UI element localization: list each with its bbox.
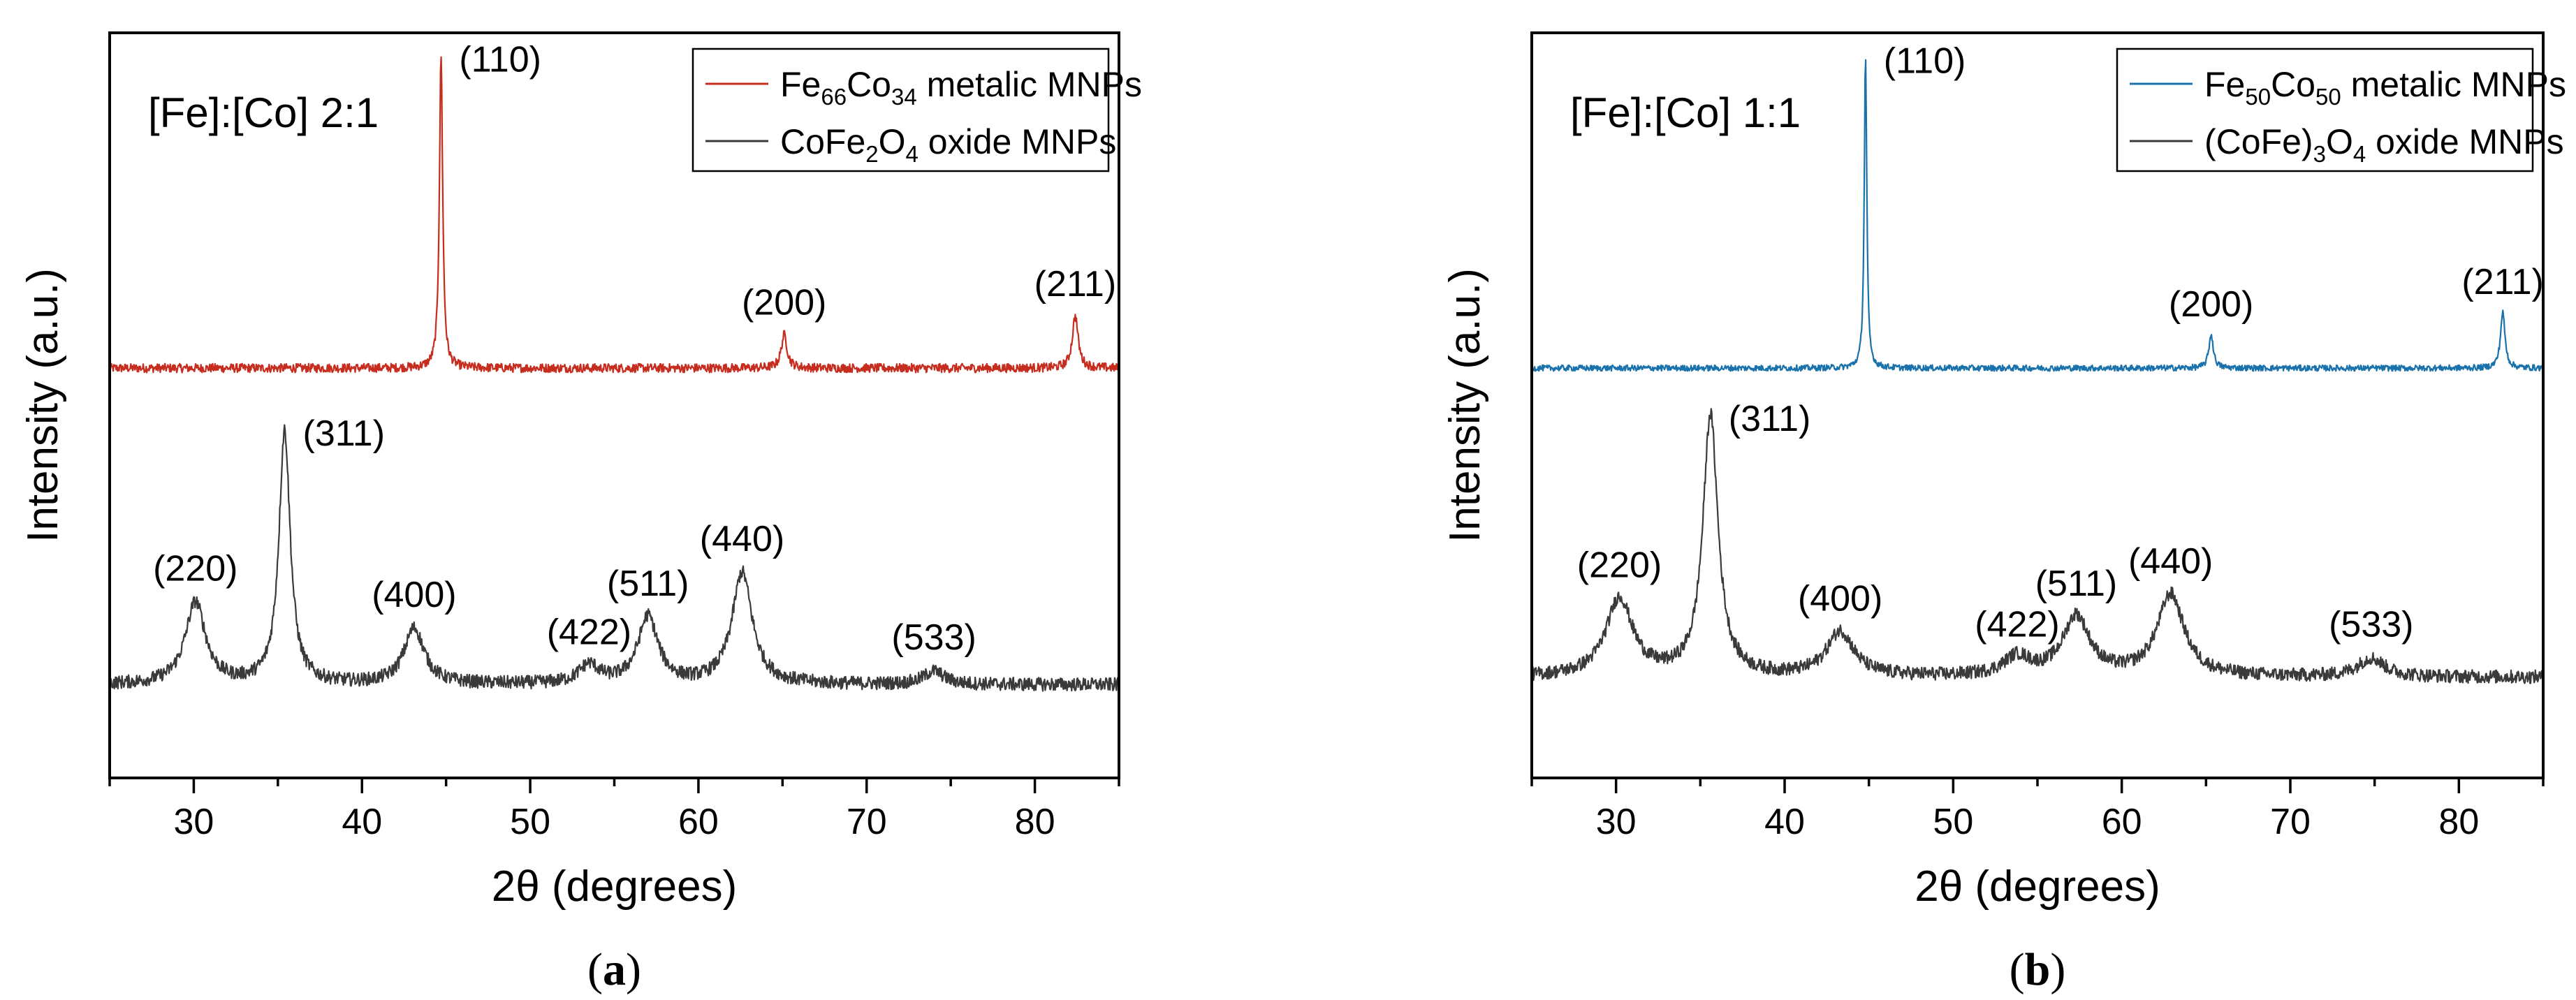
x-tick-label: 70 bbox=[847, 802, 887, 842]
y-axis-label: Intensity (a.u.) bbox=[19, 268, 67, 543]
peak-label: (440) bbox=[2128, 541, 2213, 582]
chart-panel-a: (110) (200) (211) (220) (311) (400) (422) (511)… bbox=[19, 31, 1142, 995]
peak-label: (533) bbox=[2329, 605, 2413, 645]
composition-label: [Fe]:[Co] 1:1 bbox=[1570, 89, 1801, 136]
x-axis-label: 2θ (degrees) bbox=[492, 862, 738, 911]
series-line-metallic bbox=[1530, 59, 2544, 372]
peak-label: (311) bbox=[303, 413, 386, 454]
legend-entry: (CoFe)3O4 oxide MNPs bbox=[2204, 122, 2564, 167]
peak-label: (511) bbox=[607, 564, 689, 604]
peak-label: (110) bbox=[459, 40, 541, 80]
peak-label: (211) bbox=[1034, 264, 1117, 304]
peak-label: (511) bbox=[2035, 564, 2118, 604]
peak-label: (533) bbox=[891, 617, 976, 658]
panel-caption: (b) bbox=[2010, 944, 2066, 995]
series-line-metallic bbox=[108, 56, 1120, 374]
composition-label: [Fe]:[Co] 2:1 bbox=[148, 89, 379, 136]
legend: Fe66Co34 metalic MNPs CoFe2O4 oxide MNPs bbox=[691, 47, 1142, 172]
peak-label: (220) bbox=[153, 549, 237, 589]
x-tick-label: 80 bbox=[2438, 802, 2479, 842]
x-tick-label: 50 bbox=[1933, 802, 1973, 842]
y-axis-label: Intensity (a.u.) bbox=[1441, 268, 1489, 543]
x-tick-label: 30 bbox=[173, 802, 214, 842]
panel-caption: (a) bbox=[587, 944, 641, 995]
peak-label: (311) bbox=[1729, 399, 1811, 439]
peak-label: (211) bbox=[2461, 262, 2544, 302]
legend-entry: Fe50Co50 metalic MNPs bbox=[2204, 65, 2566, 110]
chart-panel-b: (110) (200) (211) (220) (311) (400) (422)(511)… bbox=[1441, 31, 2566, 995]
peak-label: (422) bbox=[1975, 605, 2059, 645]
x-tick-label: 60 bbox=[2102, 802, 2142, 842]
peak-label: (200) bbox=[2169, 284, 2253, 325]
x-tick-label: 50 bbox=[510, 802, 550, 842]
x-tick-label: 60 bbox=[678, 802, 719, 842]
legend-entry: Fe66Co34 metalic MNPs bbox=[780, 65, 1142, 110]
x-tick-label: 40 bbox=[1764, 802, 1805, 842]
series-line-oxide bbox=[1530, 408, 2544, 684]
x-tick-label: 30 bbox=[1596, 802, 1637, 842]
x-tick-label: 70 bbox=[2270, 802, 2311, 842]
x-tick-label: 80 bbox=[1015, 802, 1055, 842]
x-tick-label: 40 bbox=[342, 802, 382, 842]
peak-label: (440) bbox=[700, 519, 784, 559]
x-axis-label: 2θ (degrees) bbox=[1915, 862, 2160, 911]
peak-label: (200) bbox=[742, 283, 826, 323]
peak-label: (110) bbox=[1884, 41, 1966, 82]
legend: Fe50Co50 metalic MNPs (CoFe)3O4 oxide MNP… bbox=[2116, 47, 2566, 172]
peak-label: (400) bbox=[1798, 578, 1882, 619]
legend-box bbox=[691, 47, 1110, 172]
legend-box bbox=[2116, 47, 2534, 172]
peak-label: (422) bbox=[547, 612, 631, 652]
peak-label: (400) bbox=[372, 575, 456, 615]
series-line-oxide bbox=[108, 424, 1120, 692]
peak-label: (220) bbox=[1577, 545, 1662, 585]
legend-entry: CoFe2O4 oxide MNPs bbox=[780, 122, 1116, 167]
